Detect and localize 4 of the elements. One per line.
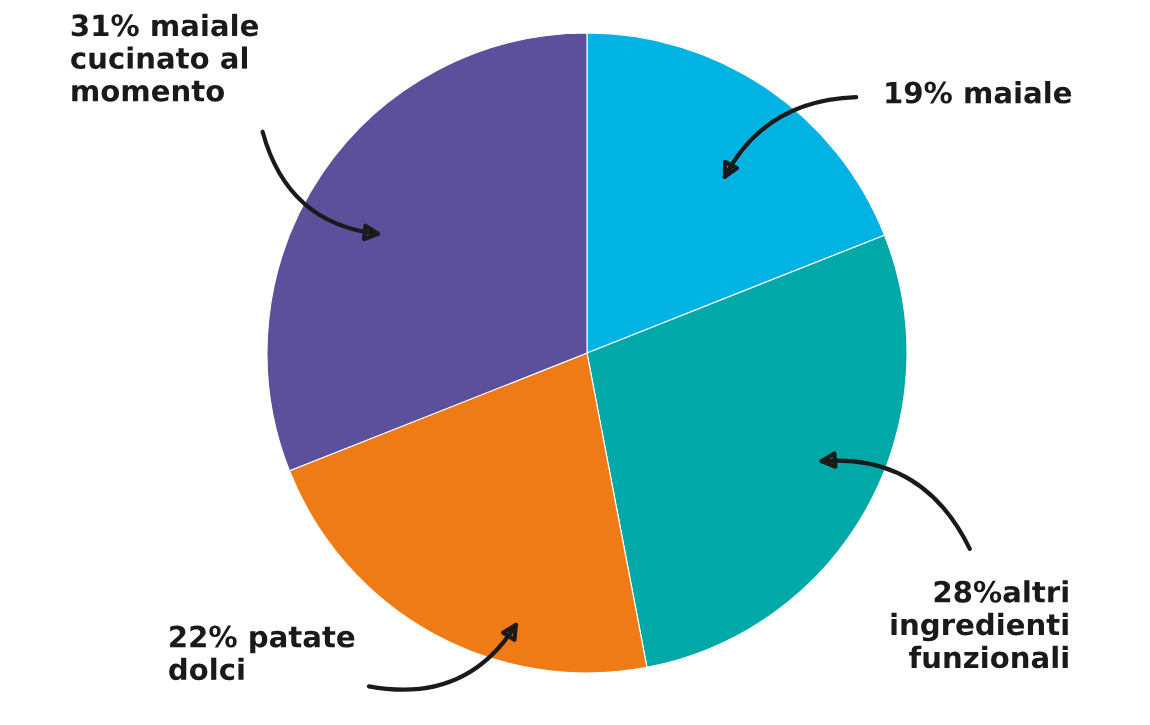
slice-label: 28%altri ingredienti funzionali [891,580,1068,669]
slice-label: 31% maiale cucinato al momento [71,13,258,102]
slice-label: 22% patate dolci [169,625,355,681]
slice-label: 19% maiale [886,81,1072,104]
